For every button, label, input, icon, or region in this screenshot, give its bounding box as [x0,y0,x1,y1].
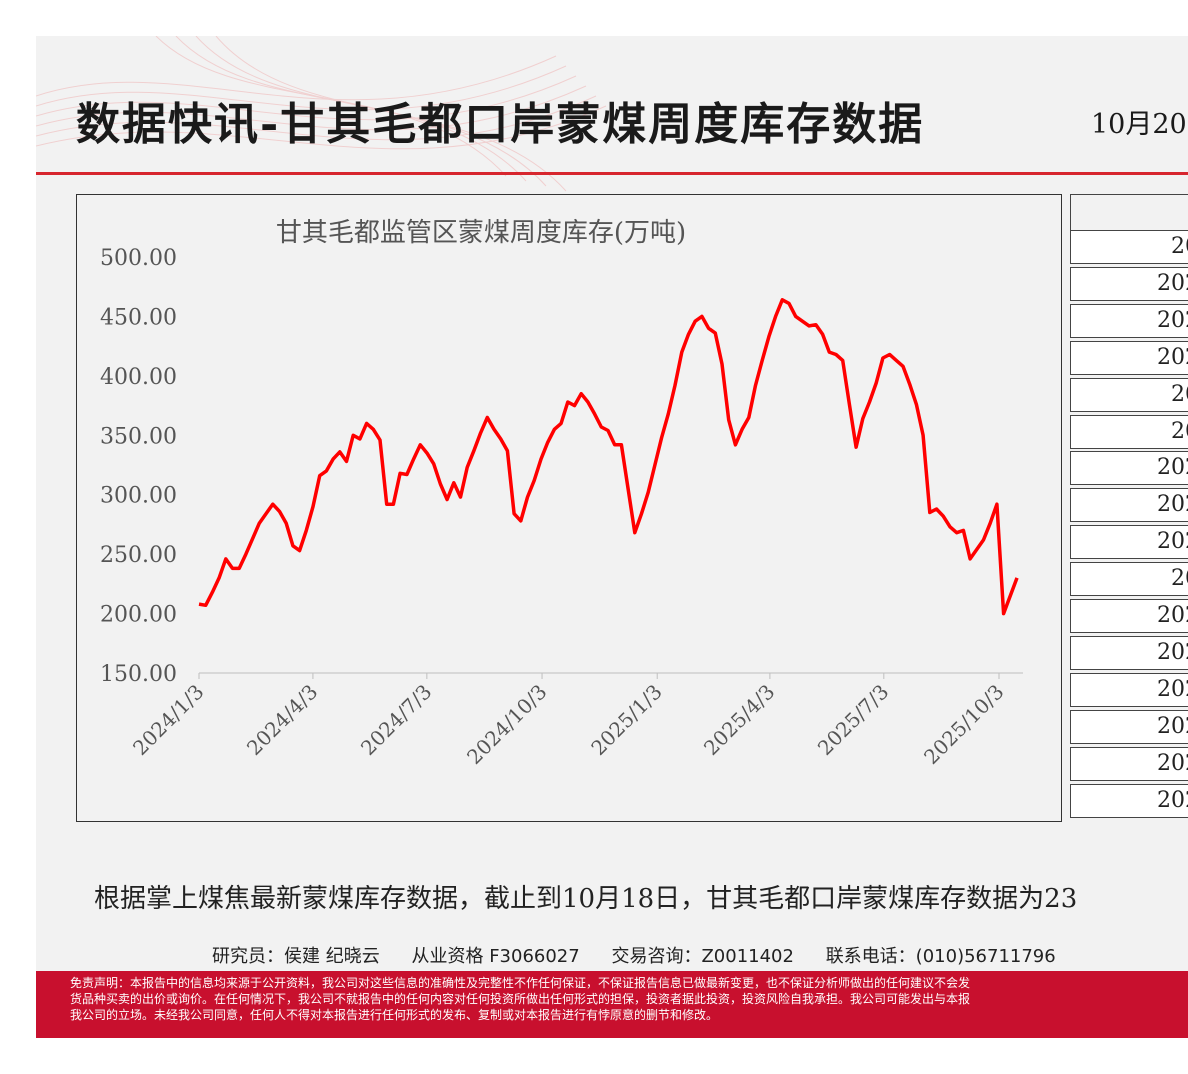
series-layer [198,298,1019,616]
table-row: 202 [1070,672,1188,707]
disclaimer-line-3: 我公司的立场。未经我公司同意，任何人不得对本报告进行任何形式的发布、复制或对本报… [70,1008,719,1022]
y-tick-label: 200.00 [100,603,177,628]
inventory-line-chart: 甘其毛都监管区蒙煤周度库存(万吨) 150.00 200.00 250.00 300.… [100,218,1023,769]
y-tick-label: 300.00 [100,484,177,509]
table-row: 20 [1070,562,1188,597]
chart-title: 甘其毛都监管区蒙煤周度库存(万吨) [276,218,686,248]
x-tick-label: 2025/10/3 [919,680,1008,769]
table-row: 202 [1070,488,1188,523]
y-tick-label: 400.00 [100,365,177,390]
table-row: 202 [1070,303,1188,338]
table-row: 202 [1070,525,1188,560]
table-row: 202 [1070,340,1188,375]
y-tick-label: 150.00 [100,662,177,687]
x-tick-label: 2024/10/3 [462,680,551,769]
y-tick-label: 350.00 [100,424,177,449]
x-tick-label: 2025/1/3 [586,680,666,760]
disclaimer-bar: 免责声明：本报告中的信息均来源于公开资料，我公司对这些信息的准确性及完整性不作任… [36,971,1188,1038]
title-divider [36,172,1188,175]
table-row: 202 [1070,451,1188,486]
table-row: 202 [1070,746,1188,781]
table-row: 20 [1070,414,1188,449]
report-sheet: 数据快讯-甘其毛都口岸蒙煤周度库存数据 10月20 甘其毛都监管区蒙煤周度库存(… [36,36,1188,1038]
table-row: 202 [1070,266,1188,301]
x-tick-label: 2024/4/3 [242,680,322,760]
table-row: 202 [1070,599,1188,633]
table-row: 20 [1070,230,1188,264]
analyst-names: 研究员：侯建 纪晓云 [212,946,380,967]
chart-panel: 甘其毛都监管区蒙煤周度库存(万吨) 150.00 200.00 250.00 300.… [76,194,1062,822]
table-row: 202 [1070,635,1188,670]
y-tick-label: 250.00 [100,543,177,568]
table-header [1070,194,1188,230]
y-tick-label: 450.00 [100,305,177,330]
y-tick-label: 500.00 [100,246,177,271]
x-tick-label: 2025/7/3 [813,680,893,760]
data-table: 2020220220220202022022022020220220220220… [1070,194,1188,820]
x-tick-label: 2024/1/3 [128,680,208,760]
page-title: 数据快讯-甘其毛都口岸蒙煤周度库存数据 [76,99,925,150]
report-date: 10月20 [1091,109,1187,140]
decorative-swirl [36,36,607,192]
phone-number: 联系电话：(010)56711796 [825,946,1056,967]
disclaimer-line-2: 货品种买卖的出价或询价。在任何情况下，我公司不就报告中的任何内容对任何投资所做出… [70,992,971,1006]
series-line-inventory [198,298,1019,616]
y-axis: 150.00 200.00 250.00 300.00 350.00 400.00 450.… [100,246,177,687]
table-row: 20 [1070,377,1188,412]
x-axis: 2024/1/3 2024/4/3 2024/7/3 2024/10/3 2025/1/… [128,672,1023,769]
x-tick-label: 2025/4/3 [699,680,779,760]
table-row: 202 [1070,709,1188,744]
x-tick-label: 2024/7/3 [356,680,436,760]
license-number: 从业资格 F3066027 [411,946,580,967]
consult-number: 交易咨询：Z0011402 [611,946,794,967]
disclaimer-line-1: 免责声明：本报告中的信息均来源于公开资料，我公司对这些信息的准确性及完整性不作任… [70,976,971,990]
summary-text: 根据掌上煤焦最新蒙煤库存数据，截止到10月18日，甘其毛都口岸蒙煤库存数据为23 [94,884,1078,914]
table-row: 202 [1070,783,1188,818]
contact-line: 研究员：侯建 纪晓云 从业资格 F3066027 交易咨询：Z0011402 联… [212,942,1082,968]
